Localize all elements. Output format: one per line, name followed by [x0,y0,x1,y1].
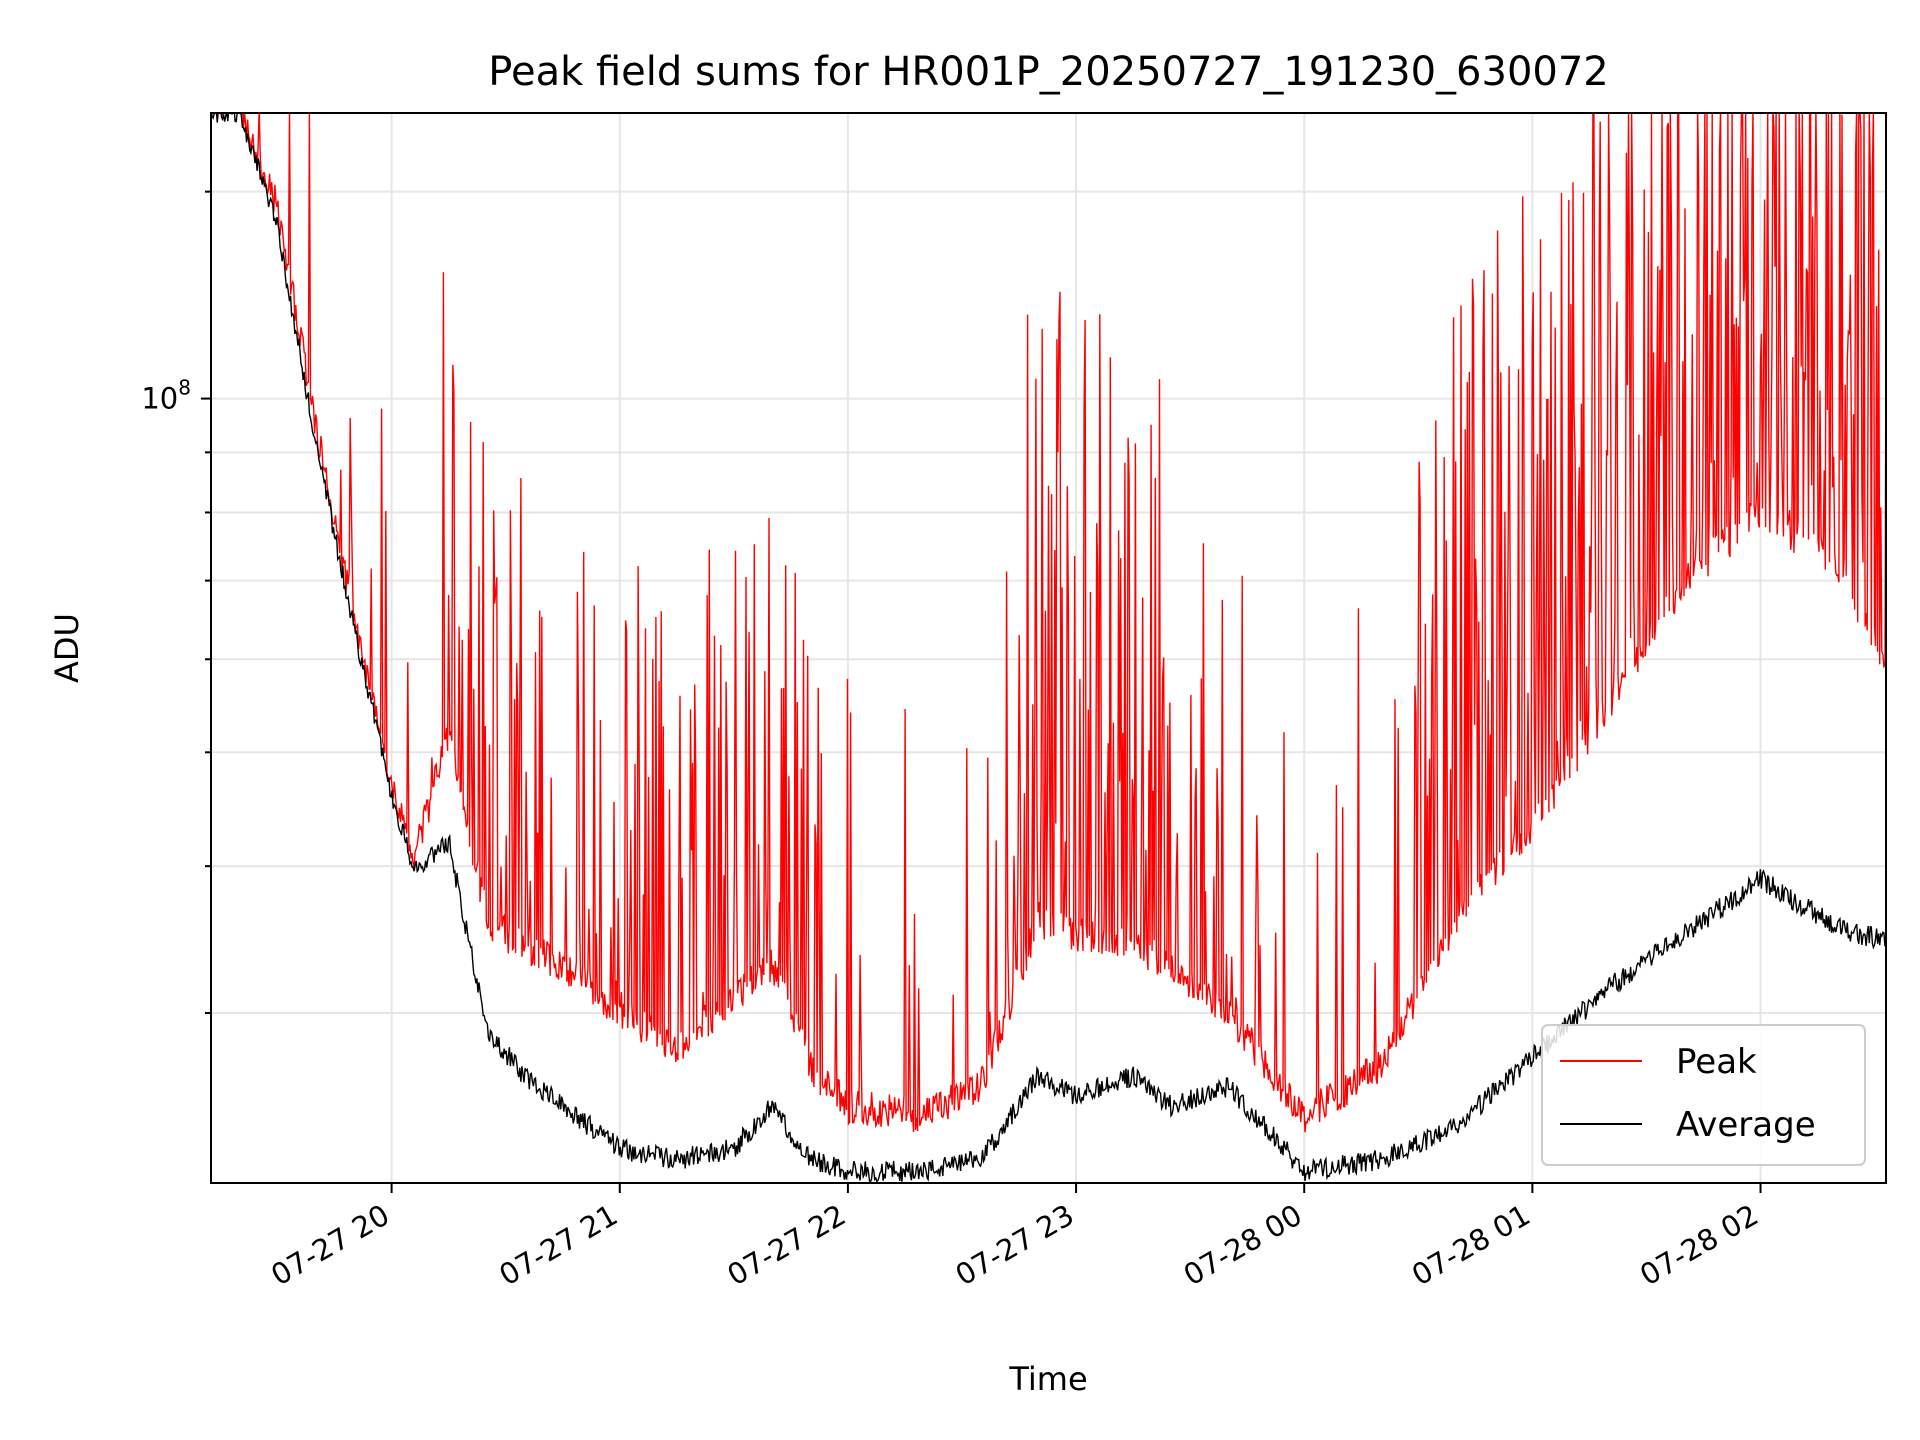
plot-frame [210,112,1887,1184]
plot-series [211,113,1886,1183]
series-line-average [211,113,1886,1183]
legend: Peak Average [1541,1024,1866,1166]
series-line-peak [215,113,1886,1133]
y-tick-label: 108 [141,376,191,416]
y-tick-base: 10 [141,382,178,416]
legend-label-peak: Peak [1676,1042,1757,1082]
y-tick-exponent: 8 [178,376,191,400]
chart-title: Peak field sums for HR001P_20250727_1912… [488,49,1608,95]
y-axis: 108 [141,190,211,1014]
legend-label-average: Average [1676,1105,1816,1145]
y-axis-label: ADU [48,613,86,683]
x-axis-label: Time [1008,1360,1087,1398]
